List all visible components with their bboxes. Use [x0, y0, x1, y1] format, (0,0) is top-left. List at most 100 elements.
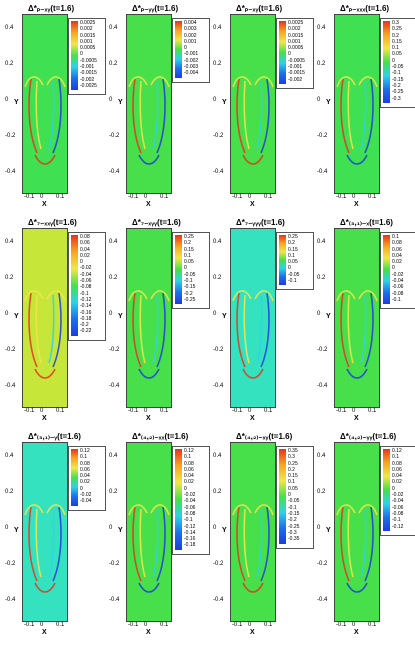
- legend-labels: 0.08 0.06 0.04 0.02 0 -0.02 -0.04 -0.06 -0.08 -0.…: [80, 234, 91, 335]
- contour-feature: [52, 292, 62, 368]
- contour-feature: [35, 80, 42, 150]
- legend-level-label: 0.0005: [288, 45, 304, 52]
- legend-level-label: 0.2: [288, 466, 295, 473]
- contour-feature: [156, 78, 166, 154]
- legend-level-label: 0: [288, 492, 291, 499]
- contour-plot: [230, 442, 276, 622]
- contour-feature: [242, 582, 264, 593]
- contour-feature: [243, 508, 250, 578]
- legend-level-label: 0.08: [392, 460, 402, 467]
- legend-level-label: 0.02: [392, 259, 402, 266]
- panel-title: Δ*₍₄,₂₎₋ₓᵧ(t=1.6): [236, 432, 293, 441]
- legend-level-label: 0: [392, 265, 395, 272]
- legend-level-label: -0.004: [184, 70, 199, 77]
- contour-feature: [340, 506, 350, 582]
- y-axis-label: Y: [118, 313, 123, 320]
- contour-feature: [138, 368, 160, 379]
- x-tick-label: 0: [144, 622, 148, 628]
- contour-plot: [230, 14, 276, 194]
- y-tick-label: -0.4: [109, 169, 120, 175]
- color-legend: 0.35 0.3 0.25 0.2 0.15 0.1 0.05 0 -0.05 -0.1 -0.15…: [276, 446, 314, 549]
- legend-level-label: 0.15: [288, 473, 298, 480]
- legend-level-label: -0.02: [392, 271, 404, 278]
- color-legend: 0.25 0.2 0.15 0.1 0.05 0 -0.05 -0.1 -0.15 -0.2 -0.…: [172, 232, 210, 310]
- legend-level-label: -0.08: [184, 510, 196, 517]
- contour-plot: [230, 228, 276, 408]
- legend-level-label: 0: [392, 485, 395, 492]
- legend-level-label: 0.06: [184, 466, 194, 473]
- legend-level-label: 0.05: [392, 51, 402, 58]
- y-tick-label: 0.2: [317, 61, 326, 67]
- y-tick-label: -0.4: [317, 383, 328, 389]
- contour-feature: [236, 506, 246, 582]
- x-tick-label: 0: [40, 622, 44, 628]
- contour-feature: [364, 292, 374, 368]
- x-axis-label: X: [42, 629, 47, 636]
- legend-colorbar: [279, 449, 286, 544]
- x-tick-label: -0.1: [24, 194, 35, 200]
- y-tick-label: 0.2: [213, 275, 222, 281]
- legend-level-label: 0.001: [288, 38, 301, 45]
- legend-level-label: -0.003: [184, 64, 199, 71]
- contour-feature: [360, 294, 367, 364]
- field-svg: [232, 76, 274, 165]
- contour-feature: [34, 582, 56, 593]
- contour-feature: [132, 292, 142, 368]
- x-axis-label: X: [146, 415, 151, 422]
- contour-feature: [364, 78, 374, 154]
- y-axis-label: Y: [118, 99, 123, 106]
- legend-level-label: -0.02: [80, 492, 92, 499]
- panel-title: Δ*ₚ₋ᵧᵧ(t=1.6): [132, 4, 179, 13]
- legend-colorbar: [175, 21, 182, 78]
- legend-level-label: 0.02: [80, 479, 90, 486]
- field-svg: [24, 290, 66, 379]
- contour-panel: Δ*ₚ₋ᵧᵧ(t=1.6) 0.4 0.2 0 -0.2 -0.4 -0.1 0 0.1 X Y 0.…: [108, 4, 210, 214]
- contour-feature: [46, 290, 66, 302]
- legend-level-label: 0.0025: [288, 20, 304, 26]
- legend-level-label: -0.15: [392, 76, 404, 83]
- contour-feature: [28, 78, 38, 154]
- panel-title: Δ*₍₃,₁₎₋ᵧ(t=1.6): [28, 432, 81, 441]
- field-svg: [128, 76, 170, 165]
- y-tick-label: -0.4: [5, 597, 16, 603]
- y-tick-label: 0: [317, 311, 321, 317]
- x-tick-label: 0.1: [56, 194, 65, 200]
- y-tick-label: 0.4: [317, 25, 326, 31]
- legend-level-label: 0.02: [184, 479, 194, 486]
- color-legend: 0.3 0.25 0.2 0.15 0.1 0.05 0 -0.05 -0.1 -0.15 -0.2…: [380, 18, 415, 108]
- legend-level-label: -0.14: [184, 529, 196, 536]
- y-tick-label: 0.4: [213, 453, 222, 459]
- panel-title: Δ*ₚ₋ₓₓₓ(t=1.6): [340, 4, 390, 13]
- legend-level-label: -0.002: [80, 76, 95, 83]
- contour-feature: [347, 508, 354, 578]
- y-tick-label: 0.2: [5, 489, 14, 495]
- legend-colorbar: [71, 449, 78, 506]
- legend-colorbar: [279, 235, 286, 286]
- contour-plot: [22, 228, 68, 408]
- field-svg: [232, 290, 274, 379]
- x-axis-label: X: [250, 415, 255, 422]
- x-tick-label: -0.1: [24, 622, 35, 628]
- legend-level-label: -0.18: [80, 315, 92, 322]
- panel-title: Δ*₇₋ₓₓᵧ(t=1.6): [28, 218, 77, 227]
- contour-feature: [236, 292, 246, 368]
- x-axis-label: X: [42, 201, 47, 208]
- field-svg: [336, 76, 378, 165]
- color-legend: 0.25 0.2 0.15 0.1 0.05 0 -0.05 -0.1: [276, 232, 314, 291]
- legend-level-label: -0.001: [288, 64, 303, 71]
- contour-feature: [46, 76, 66, 88]
- legend-level-label: -0.002: [184, 57, 199, 64]
- contour-feature: [243, 80, 250, 150]
- panel-title: Δ*ₚ₋ₓᵧ(t=1.6): [28, 4, 75, 13]
- legend-level-label: -0.06: [392, 504, 404, 511]
- x-tick-label: -0.1: [232, 194, 243, 200]
- y-tick-label: -0.4: [109, 597, 120, 603]
- legend-level-label: 0.02: [80, 252, 90, 259]
- legend-level-label: 0.1: [80, 454, 87, 461]
- contour-plot: [126, 442, 172, 622]
- contour-feature: [152, 294, 159, 364]
- contour-feature: [52, 78, 62, 154]
- color-legend: 0.12 0.1 0.08 0.06 0.04 0.02 0 -0.02 -0.04 -0.06-…: [380, 446, 415, 536]
- contour-plot: [126, 14, 172, 194]
- x-tick-label: -0.1: [232, 622, 243, 628]
